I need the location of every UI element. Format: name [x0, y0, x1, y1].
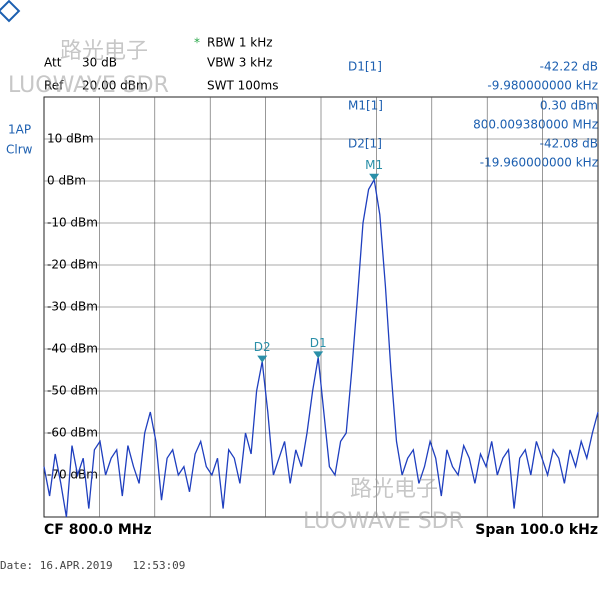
ref-label: Ref — [44, 79, 64, 93]
plot: 10 dBm 0 dBm -10 dBm -20 dBm -30 dBm -40 dBm -… — [43, 96, 599, 518]
y-tick-label: -20 dBm — [47, 258, 98, 272]
y-tick-label: -60 dBm — [47, 426, 98, 440]
y-tick-label: 10 dBm — [47, 132, 94, 146]
marker-name: M1[1] — [348, 99, 383, 113]
marker-triangle — [369, 173, 380, 181]
marker-triangle — [313, 351, 324, 359]
logo — [0, 0, 21, 23]
marker-level: -42.22 dB — [540, 60, 598, 74]
watermark: 路光电子 — [350, 477, 438, 502]
marker-label: M1 — [365, 158, 383, 172]
watermark: LUOWAVE SDR — [8, 73, 169, 98]
trace — [43, 177, 599, 518]
star: * — [194, 36, 200, 50]
watermark: LUOWAVE SDR — [303, 509, 464, 534]
marker-label: D2 — [254, 340, 271, 354]
date: Date: 16.APR.2019 12:53:09 — [0, 559, 185, 572]
ref: 20.00 dBm — [82, 79, 148, 93]
vbw: VBW 3 kHz — [207, 56, 272, 70]
y-tick-label: -70 dBm — [47, 468, 98, 482]
y-tick-label: -30 dBm — [47, 300, 98, 314]
marker-name: D1[1] — [348, 60, 382, 74]
marker-freq: -19.960000000 kHz — [480, 156, 598, 170]
marker-freq: -9.980000000 kHz — [487, 79, 598, 93]
trace-mode: 1AP — [8, 123, 31, 137]
y-tick-label: -50 dBm — [47, 384, 98, 398]
att-label: Att — [44, 56, 62, 70]
y-tick-label: -10 dBm — [47, 216, 98, 230]
swt: SWT 100ms — [207, 79, 278, 93]
y-tick-label: -40 dBm — [47, 342, 98, 356]
marker-triangle — [257, 355, 268, 363]
marker-freq: 800.009380000 MHz — [473, 118, 598, 132]
marker-label: D1 — [310, 336, 327, 350]
marker-name: D2[1] — [348, 137, 382, 151]
center-frequency: CF 800.0 MHz — [44, 522, 152, 538]
watermark: 路光电子 — [60, 39, 148, 64]
span: Span 100.0 kHz — [475, 522, 598, 538]
trace-mode: Clrw — [6, 143, 33, 157]
att: 30 dB — [82, 56, 117, 70]
rbw: RBW 1 kHz — [207, 36, 273, 50]
y-tick-label: 0 dBm — [47, 174, 86, 188]
marker-level: -42.08 dB — [540, 137, 598, 151]
marker-level: 0.30 dBm — [540, 99, 598, 113]
